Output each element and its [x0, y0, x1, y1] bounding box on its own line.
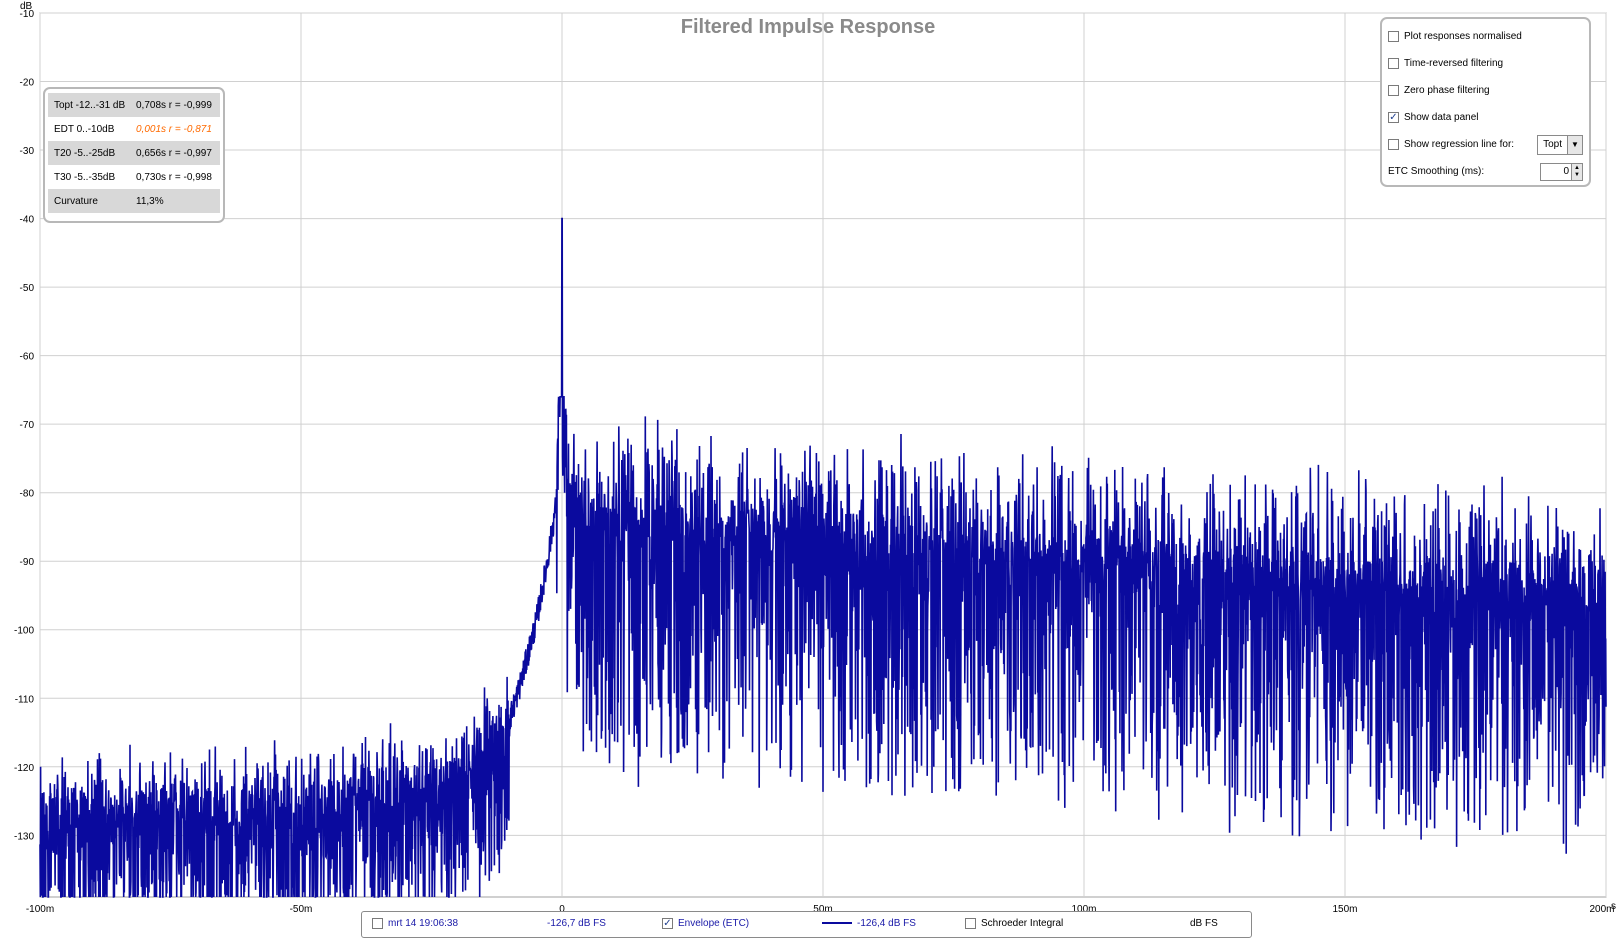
time-reversed-checkbox[interactable] [1388, 58, 1399, 69]
plot-normalised-label: Plot responses normalised [1404, 31, 1522, 42]
measurement-label: mrt 14 19:06:38 [388, 918, 459, 929]
chart-title: Filtered Impulse Response [681, 16, 936, 38]
etc-smoothing-label: ETC Smoothing (ms): [1388, 166, 1485, 177]
show-data-panel-label: Show data panel [1404, 112, 1479, 123]
show-data-panel-option[interactable]: ✓ Show data panel [1388, 104, 1583, 131]
time-reversed-option[interactable]: Time-reversed filtering [1388, 50, 1583, 77]
measurement-checkbox[interactable] [372, 918, 383, 929]
data-row-value: 0,656s r = -0,997 [136, 147, 212, 159]
y-axis-unit: dB [20, 1, 33, 12]
data-row-label: EDT 0..-10dB [54, 123, 115, 135]
y-tick-label: -70 [20, 420, 35, 431]
etc-smoothing-value[interactable]: 0 [1563, 166, 1569, 177]
data-row-value: 0,001s r = -0,871 [136, 123, 212, 135]
y-tick-label: -30 [20, 146, 35, 157]
x-tick-label: 100m [1071, 904, 1096, 915]
legend-envelope[interactable]: ✓ Envelope (ETC) [662, 918, 749, 929]
y-tick-label: -20 [20, 78, 35, 89]
schroeder-checkbox[interactable] [965, 918, 976, 929]
plot-normalised-checkbox[interactable] [1388, 31, 1399, 42]
envelope-checkbox[interactable]: ✓ [662, 917, 673, 929]
y-tick-label: -50 [20, 283, 35, 294]
legend-schroeder[interactable]: Schroeder Integral [965, 918, 1063, 929]
envelope-trace [39, 217, 1607, 898]
chevron-down-icon[interactable]: ▼ [1567, 135, 1582, 154]
data-row-label: Topt -12..-31 dB [54, 99, 126, 111]
data-row-value: 0,708s r = -0,999 [136, 99, 212, 111]
y-tick-label: -40 [20, 215, 35, 226]
envelope-value: -126,4 dB FS [857, 918, 916, 929]
x-axis-unit: s [1611, 901, 1616, 912]
y-tick-label: -60 [20, 352, 35, 363]
data-row-topt: Topt -12..-31 dB 0,708s r = -0,999 [48, 93, 220, 117]
data-row-value: 11,3% [136, 195, 164, 207]
etc-smoothing-stepper[interactable]: 0 ▲ ▼ [1540, 162, 1583, 181]
envelope-label: Envelope (ETC) [678, 918, 750, 929]
x-tick-label: -100m [26, 904, 54, 915]
data-row-label: Curvature [54, 195, 98, 207]
data-row-label: T30 -5..-35dB [54, 171, 116, 183]
legend-bar: mrt 14 19:06:38 -126,7 dB FS ✓ Envelope … [361, 911, 1252, 938]
regression-select[interactable]: Topt ▼ [1537, 134, 1583, 155]
stepper-arrows-icon[interactable]: ▲ ▼ [1571, 163, 1582, 180]
x-tick-label: 150m [1332, 904, 1357, 915]
schroeder-label: Schroeder Integral [981, 918, 1064, 929]
x-tick-label: 50m [813, 904, 832, 915]
x-tick-label: 200m [1589, 904, 1614, 915]
line-swatch-icon [822, 922, 852, 924]
time-reversed-label: Time-reversed filtering [1404, 58, 1504, 69]
etc-smoothing-option: ETC Smoothing (ms): 0 ▲ ▼ [1388, 158, 1583, 185]
schroeder-value: dB FS [1190, 918, 1218, 929]
x-tick-label: -50m [290, 904, 313, 915]
regression-select-value: Topt [1543, 139, 1562, 150]
y-tick-label: -10 [20, 9, 35, 20]
y-tick-label: -130 [14, 831, 34, 842]
x-tick-labels: -100m -50m 0 50m 100m 150m 200m [26, 904, 1615, 915]
y-tick-label: -110 [15, 694, 35, 705]
zero-phase-checkbox[interactable] [1388, 85, 1399, 96]
data-row-value: 0,730s r = -0,998 [136, 171, 212, 183]
regression-label: Show regression line for: [1404, 139, 1515, 150]
x-tick-label: 0 [559, 904, 565, 915]
plot-normalised-option[interactable]: Plot responses normalised [1388, 23, 1583, 50]
zero-phase-label: Zero phase filtering [1404, 85, 1490, 96]
control-panel: Plot responses normalised Time-reversed … [1380, 17, 1591, 187]
y-tick-labels: -10 -20 -30 -40 -50 -60 -70 -80 -90 -100 -110 -120 -… [14, 9, 34, 842]
data-panel: Topt -12..-31 dB 0,708s r = -0,999 EDT 0… [43, 87, 225, 223]
data-row-t30: T30 -5..-35dB 0,730s r = -0,998 [48, 165, 220, 189]
envelope-line-sample [822, 918, 852, 928]
data-row-label: T20 -5..-25dB [54, 147, 116, 159]
y-tick-label: -80 [20, 489, 35, 500]
y-tick-label: -100 [14, 626, 34, 637]
data-row-curvature: Curvature 11,3% [48, 189, 220, 213]
y-tick-label: -90 [20, 557, 35, 568]
regression-checkbox[interactable] [1388, 139, 1399, 150]
y-tick-label: -120 [14, 763, 34, 774]
show-data-panel-checkbox[interactable]: ✓ [1388, 111, 1399, 123]
data-row-edt: EDT 0..-10dB 0,001s r = -0,871 [48, 117, 220, 141]
envelope-line [39, 217, 1607, 898]
legend-measurement[interactable]: mrt 14 19:06:38 [372, 918, 458, 929]
measurement-value: -126,7 dB FS [547, 918, 606, 929]
zero-phase-option[interactable]: Zero phase filtering [1388, 77, 1583, 104]
data-row-t20: T20 -5..-25dB 0,656s r = -0,997 [48, 141, 220, 165]
regression-option[interactable]: Show regression line for: Topt ▼ [1388, 131, 1583, 158]
